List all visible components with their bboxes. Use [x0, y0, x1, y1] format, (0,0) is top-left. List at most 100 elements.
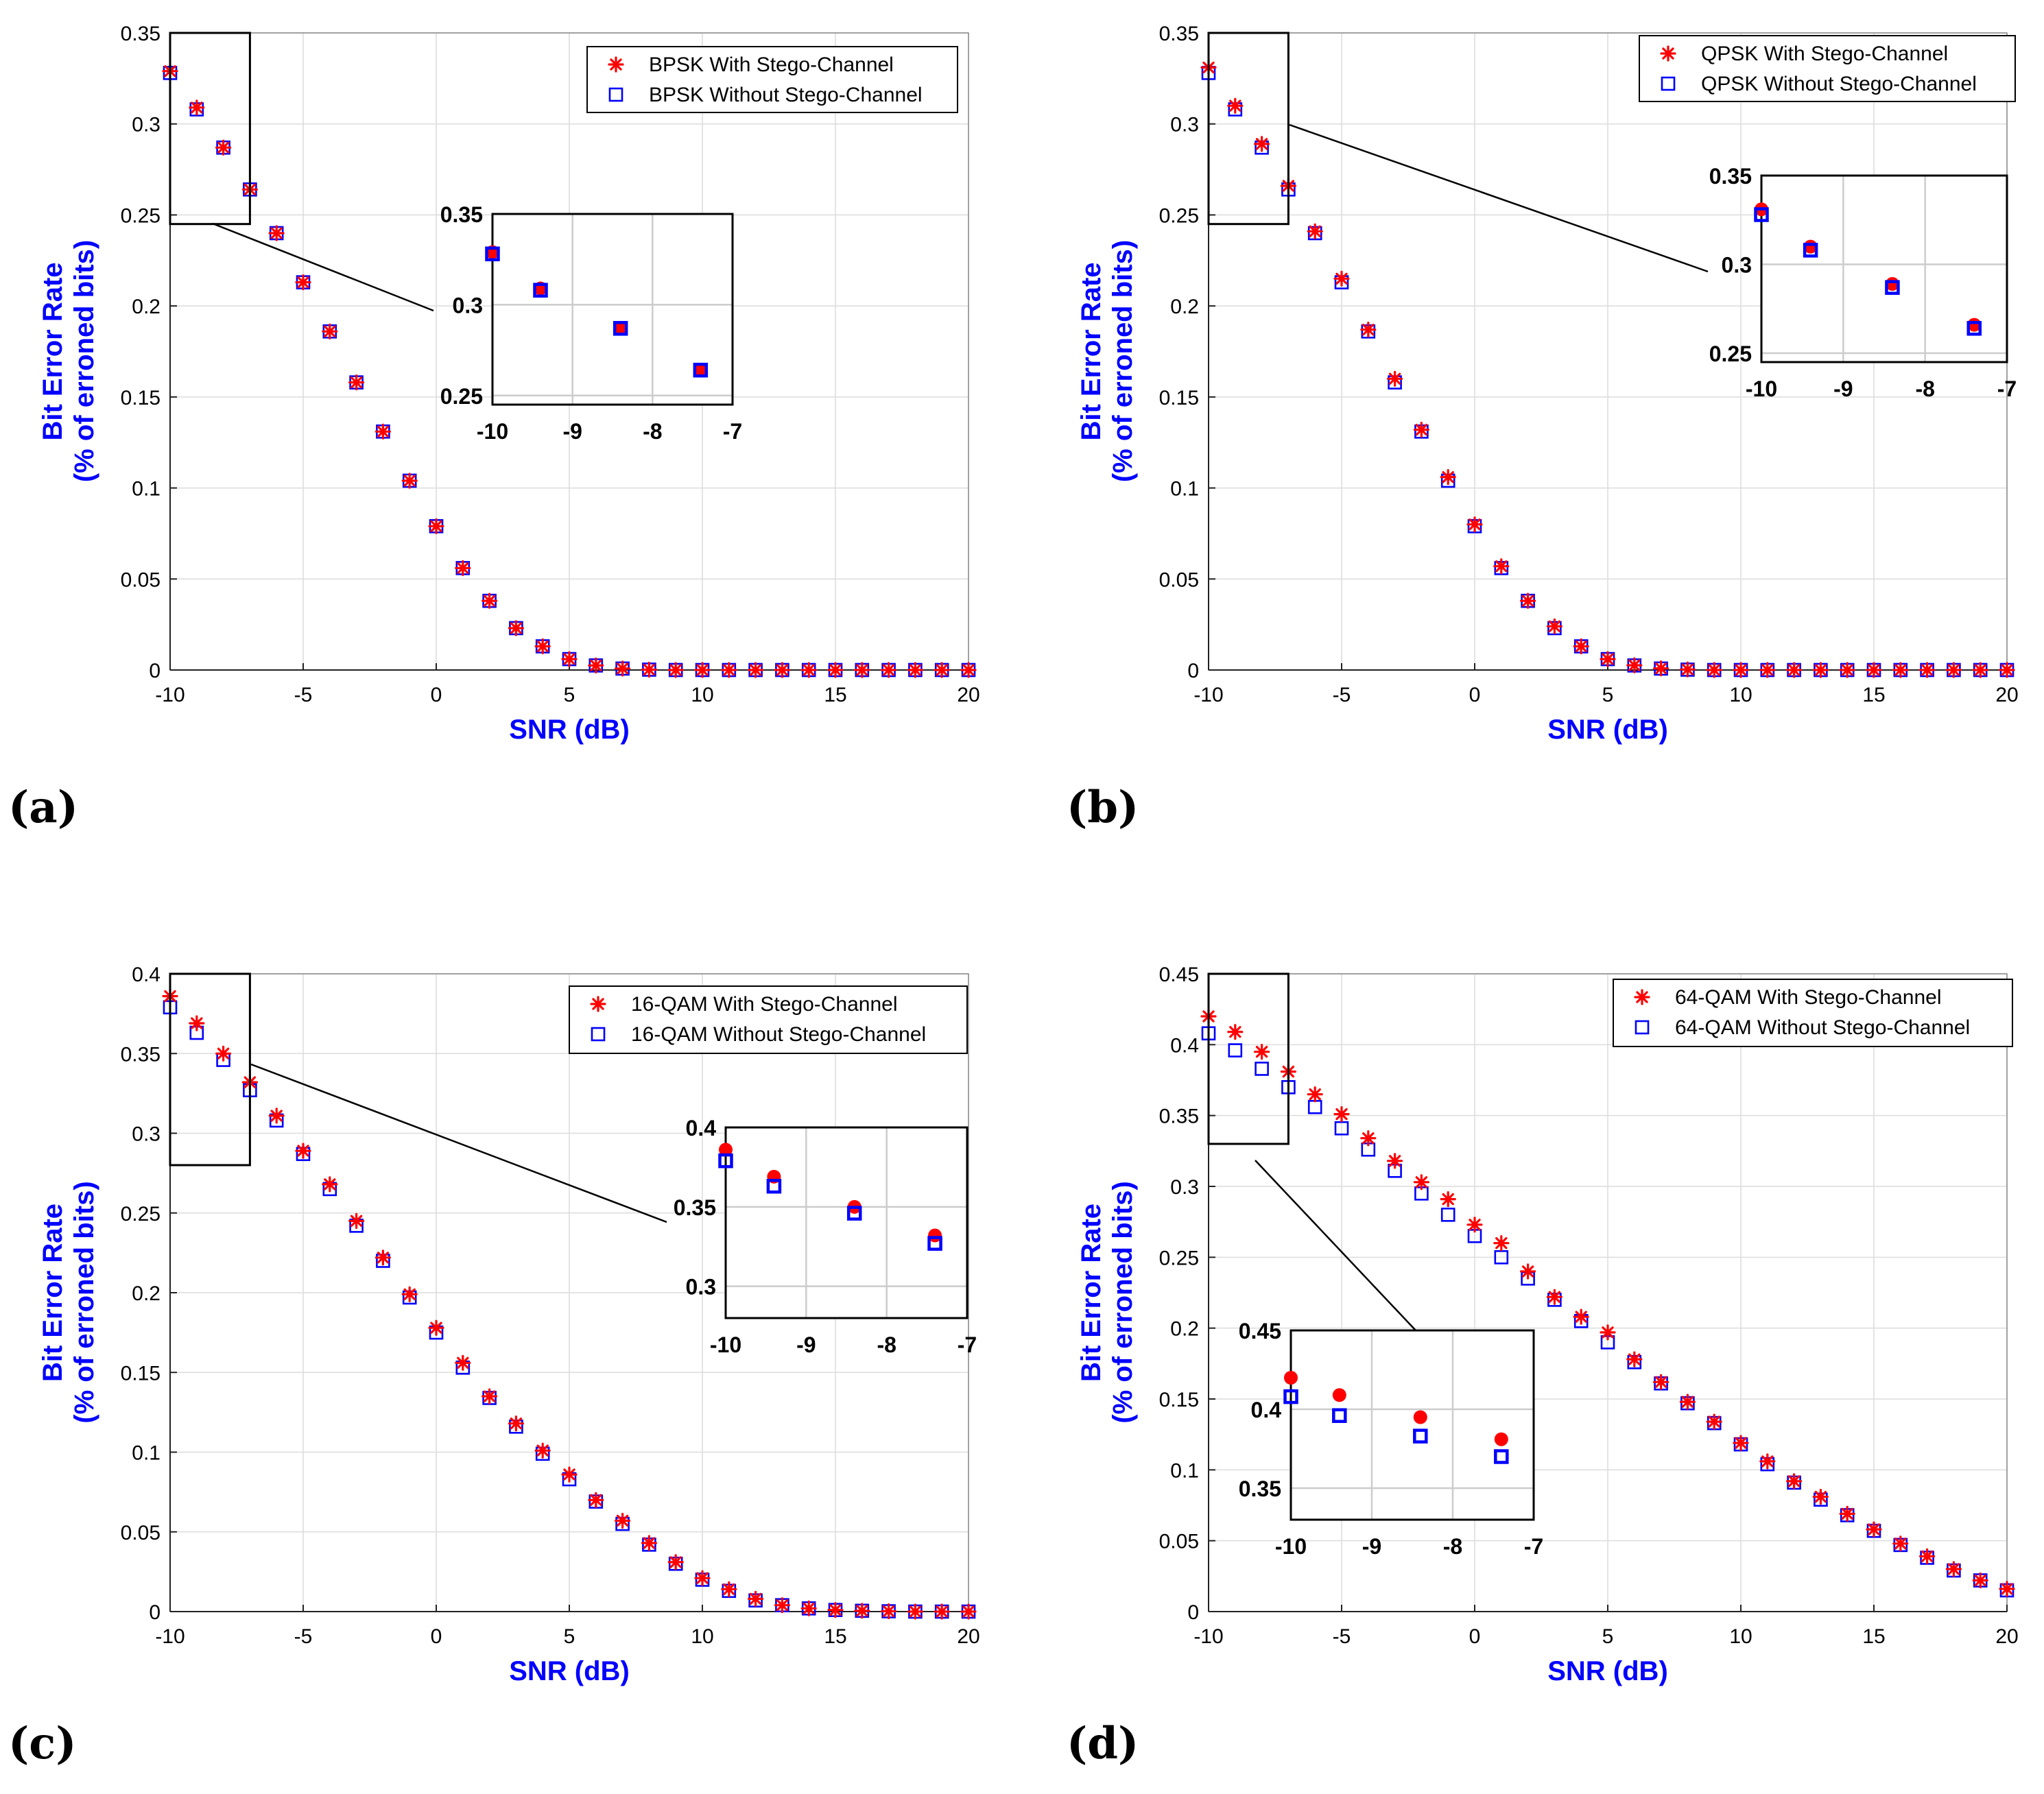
inset-point-with-stego	[719, 1143, 733, 1157]
legend-label-with-stego: 64-QAM With Stego-Channel	[1675, 986, 1942, 1009]
point-with-stego	[1679, 661, 1696, 678]
inset-point-without-stego	[1966, 321, 1982, 336]
y-tick-label: 0.15	[121, 1362, 161, 1385]
x-tick-label: 20	[957, 1625, 979, 1648]
inset-x-tick-label: -9	[1833, 376, 1853, 401]
point-with-stego	[854, 662, 870, 678]
inset-point-with-stego	[613, 321, 628, 335]
x-axis-label: SNR (dB)	[509, 1656, 630, 1686]
inset-y-tick-label: 0.4	[686, 1116, 717, 1140]
point-with-stego	[694, 662, 711, 678]
inset-frame	[1760, 174, 2008, 363]
point-with-stego	[1839, 1505, 1855, 1522]
point-with-stego	[1466, 516, 1483, 533]
point-with-stego	[375, 423, 391, 440]
inset-y-tick-label: 0.35	[1709, 164, 1752, 189]
x-tick-label: 0	[431, 1625, 442, 1648]
legend-label-without-stego: BPSK Without Stego-Channel	[649, 84, 923, 106]
legend: 16-QAM With Stego-Channel 16-QAM Without …	[569, 985, 968, 1054]
y-tick-label: 0.1	[132, 1442, 161, 1465]
zoom-region-box	[1207, 972, 1290, 1145]
point-with-stego	[1733, 662, 1749, 678]
legend-marker-without-stego	[608, 87, 623, 102]
y-tick-label: 0.05	[121, 1522, 161, 1544]
zoom-inset: -10 -9 -8 -7 0.35 0.4 0.45	[1239, 1319, 1544, 1559]
y-tick-label: 0.1	[1170, 1459, 1199, 1482]
inset-x-tick-label: -7	[723, 419, 742, 444]
point-with-stego	[1999, 662, 2015, 678]
point-with-stego	[322, 323, 338, 339]
y-tick-label: 0	[149, 660, 161, 682]
point-with-stego	[1254, 1044, 1270, 1060]
inset-point-without-stego	[1413, 1428, 1428, 1444]
point-with-stego	[215, 139, 232, 156]
point-with-stego	[800, 662, 817, 678]
y-tick-label: 0.1	[1170, 478, 1199, 501]
inset-point-without-stego	[1494, 1449, 1509, 1464]
y-axis-label-line1: Bit Error Rate	[38, 262, 68, 440]
legend-label-without-stego: QPSK Without Stego-Channel	[1701, 73, 1977, 95]
point-with-stego	[1972, 1572, 1988, 1589]
point-with-stego	[1573, 638, 1589, 655]
point-with-stego	[1600, 1324, 1616, 1341]
inset-x-tick-label: -7	[1524, 1534, 1543, 1559]
point-with-stego	[774, 662, 790, 678]
point-with-stego	[1706, 662, 1722, 678]
zoom-connector-line	[250, 1063, 667, 1223]
legend-marker-with-stego	[1660, 45, 1676, 62]
y-tick-label: 0.4	[1170, 1034, 1199, 1057]
point-without-stego	[1334, 1121, 1349, 1136]
point-with-stego	[934, 1603, 950, 1620]
point-with-stego	[1600, 651, 1616, 667]
point-with-stego	[1786, 1473, 1803, 1490]
y-axis-label-line1: Bit Error Rate	[38, 1204, 68, 1382]
x-tick-label: -10	[155, 684, 185, 706]
inset-y-tick-label: 0.25	[1709, 342, 1752, 366]
x-tick-label: 5	[564, 684, 575, 706]
point-with-stego	[1786, 662, 1803, 678]
x-tick-label: -10	[1193, 684, 1223, 706]
legend-marker-without-stego	[1635, 1020, 1650, 1035]
point-with-stego	[401, 1286, 418, 1302]
inset-point-without-stego	[766, 1178, 782, 1194]
y-tick-label: 0.05	[121, 569, 161, 591]
point-with-stego	[1812, 662, 1829, 678]
point-with-stego	[1360, 1130, 1377, 1147]
y-tick-label: 0.25	[121, 204, 161, 227]
point-with-stego	[1626, 657, 1643, 673]
point-with-stego	[348, 1212, 365, 1229]
y-tick-label: 0.2	[132, 1282, 161, 1305]
point-with-stego	[1333, 1106, 1350, 1123]
point-with-stego	[1227, 1024, 1244, 1040]
point-with-stego	[1440, 1191, 1456, 1208]
point-with-stego	[1546, 618, 1562, 634]
x-tick-label: -5	[294, 684, 313, 706]
point-with-stego	[641, 661, 657, 678]
x-tick-label: -5	[294, 1625, 313, 1648]
inset-plot-area	[1291, 1330, 1534, 1520]
point-with-stego	[482, 1388, 498, 1404]
y-tick-label: 0.25	[1159, 204, 1199, 227]
point-with-stego	[694, 1570, 711, 1586]
y-tick-label: 0.3	[1170, 1176, 1199, 1199]
point-with-stego	[348, 374, 365, 391]
point-with-stego	[721, 662, 737, 678]
inset-x-tick-label: -9	[562, 419, 582, 444]
point-with-stego	[667, 662, 684, 678]
point-with-stego	[1653, 1374, 1669, 1390]
legend-marker-with-stego	[1634, 989, 1650, 1005]
x-tick-label: 20	[1995, 1625, 2018, 1648]
inset-frame	[1290, 1329, 1535, 1521]
legend-label-without-stego: 64-QAM Without Stego-Channel	[1675, 1016, 1970, 1039]
legend-marker-without-stego	[1661, 76, 1676, 91]
legend-label-with-stego: QPSK With Stego-Channel	[1701, 43, 1948, 65]
point-with-stego	[827, 662, 844, 678]
y-axis-label-line2: (% of erroned bits)	[69, 1181, 99, 1423]
inset-point-with-stego	[693, 363, 708, 377]
y-tick-label: 0.3	[132, 114, 161, 136]
point-with-stego	[774, 1597, 790, 1614]
point-with-stego	[268, 1108, 285, 1124]
y-axis-label-line2: (% of erroned bits)	[69, 240, 99, 482]
point-with-stego	[534, 638, 551, 655]
zoom-region-box	[1207, 32, 1290, 226]
